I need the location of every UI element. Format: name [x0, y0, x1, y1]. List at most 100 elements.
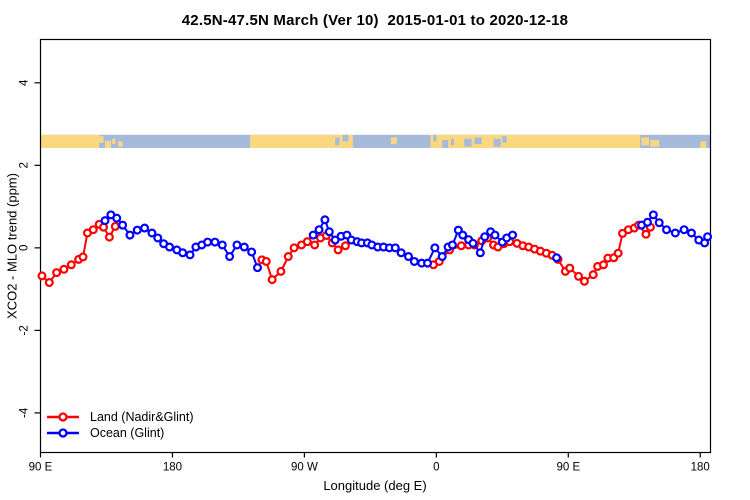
series-ocean-point	[147, 228, 157, 238]
y-tick-label: -4	[19, 407, 31, 418]
series-ocean-point	[654, 218, 664, 228]
x-tick-label: 0	[433, 462, 439, 474]
map-band-speck	[105, 140, 111, 149]
series-ocean-point	[112, 213, 122, 223]
series-ocean-point	[153, 233, 163, 243]
map-band-speck	[700, 141, 707, 149]
x-tick-label: 180	[691, 462, 710, 474]
series-land-point	[579, 276, 589, 286]
series-land-point	[565, 263, 575, 273]
series-land-point	[598, 260, 608, 270]
series-land-point	[456, 241, 466, 251]
series-ocean-point	[178, 248, 188, 258]
series-land-point	[289, 243, 299, 253]
map-band-speck	[641, 137, 649, 146]
map-band-speck	[502, 136, 507, 143]
y-tick-label: 0	[19, 245, 31, 251]
series-land-point	[267, 275, 277, 285]
legend-label-ocean: Ocean (Glint)	[90, 426, 165, 440]
y-tick-label: 2	[19, 162, 31, 168]
series-land-point	[44, 278, 54, 288]
series-ocean-point	[396, 248, 406, 258]
series-land-point	[37, 271, 47, 281]
series-land-point	[104, 232, 114, 242]
series-ocean-point	[642, 217, 652, 227]
series-ocean-point	[409, 256, 419, 266]
series-ocean-point	[239, 242, 249, 252]
series-land-point	[88, 225, 98, 235]
series-ocean-point	[232, 240, 242, 250]
series-ocean-point	[403, 252, 413, 262]
series-ocean-point	[447, 240, 457, 250]
map-band-speck	[433, 134, 437, 142]
series-ocean-point	[100, 216, 110, 226]
series-ocean-point	[552, 253, 562, 263]
series-ocean-point	[203, 237, 213, 247]
series-land-point	[302, 237, 312, 247]
series-ocean-point	[458, 230, 468, 240]
x-tick-label: 90 W	[291, 462, 318, 474]
y-tick-label: -2	[19, 325, 31, 335]
series-ocean-point	[217, 240, 227, 250]
series-land-point	[613, 248, 623, 258]
legend: Land (Nadir&Glint) Ocean (Glint)	[46, 409, 194, 441]
series-ocean-point	[686, 228, 696, 238]
series-ocean-point	[140, 223, 150, 233]
series-ocean-point	[165, 242, 175, 252]
series-ocean-point	[210, 237, 220, 247]
x-tick-label: 180	[163, 462, 182, 474]
series-land-point	[641, 229, 651, 239]
series-land-point	[59, 264, 69, 274]
series-ocean-point	[490, 230, 500, 240]
series-ocean-point	[308, 230, 318, 240]
legend-item-land: Land (Nadir&Glint)	[46, 409, 194, 425]
map-band-land-segment	[430, 134, 641, 149]
series-land-point	[574, 271, 584, 281]
series-ocean-point	[468, 238, 478, 248]
legend-label-land: Land (Nadir&Glint)	[90, 410, 194, 424]
map-band-speck	[442, 140, 449, 149]
series-ocean-point	[324, 227, 334, 237]
map-band-speck	[390, 137, 397, 145]
series-land-point	[276, 266, 286, 276]
plot-border	[39, 38, 712, 454]
series-ocean-point	[662, 225, 672, 235]
series-ocean-point	[314, 225, 324, 235]
series-ocean-point	[670, 228, 680, 238]
series-ocean-point	[679, 225, 689, 235]
y-axis-label: XCO2 - MLO trend (ppm)	[4, 173, 20, 319]
map-band-speck	[112, 138, 116, 145]
legend-item-ocean: Ocean (Glint)	[46, 425, 194, 441]
series-ocean-point	[423, 258, 433, 268]
series-ocean-point	[118, 220, 128, 230]
map-band-speck	[493, 138, 501, 147]
series-land-point	[340, 241, 350, 251]
series-land-point	[52, 268, 62, 278]
ocean-series-symbol-icon	[47, 428, 79, 438]
series-ocean-point	[703, 232, 713, 242]
map-band-speck	[342, 134, 349, 142]
series-ocean-point	[320, 215, 330, 225]
series-ocean-point	[437, 252, 447, 262]
y-tick-label: 4	[19, 79, 31, 86]
series-ocean-point	[185, 250, 195, 260]
chart-title: 42.5N-47.5N March (Ver 10) 2015-01-01 to…	[181, 12, 569, 29]
land-series-symbol-icon	[47, 412, 79, 422]
map-band-speck	[451, 138, 454, 146]
series-land-point	[78, 252, 88, 262]
series-ocean-point	[430, 243, 440, 253]
series-land-point	[588, 270, 598, 280]
map-band-speck	[464, 138, 472, 147]
map-band-land-segment	[40, 134, 100, 149]
x-axis-label: Longitude (deg E)	[323, 478, 427, 493]
series-land-point	[333, 245, 343, 255]
map-band-speck	[99, 136, 104, 143]
series-land-point	[261, 256, 271, 266]
map-band-land-segment	[250, 134, 353, 149]
series-ocean-point	[252, 263, 262, 273]
series-ocean-point	[132, 225, 142, 235]
series-ocean-point	[390, 243, 400, 253]
series-land-point	[283, 252, 293, 262]
